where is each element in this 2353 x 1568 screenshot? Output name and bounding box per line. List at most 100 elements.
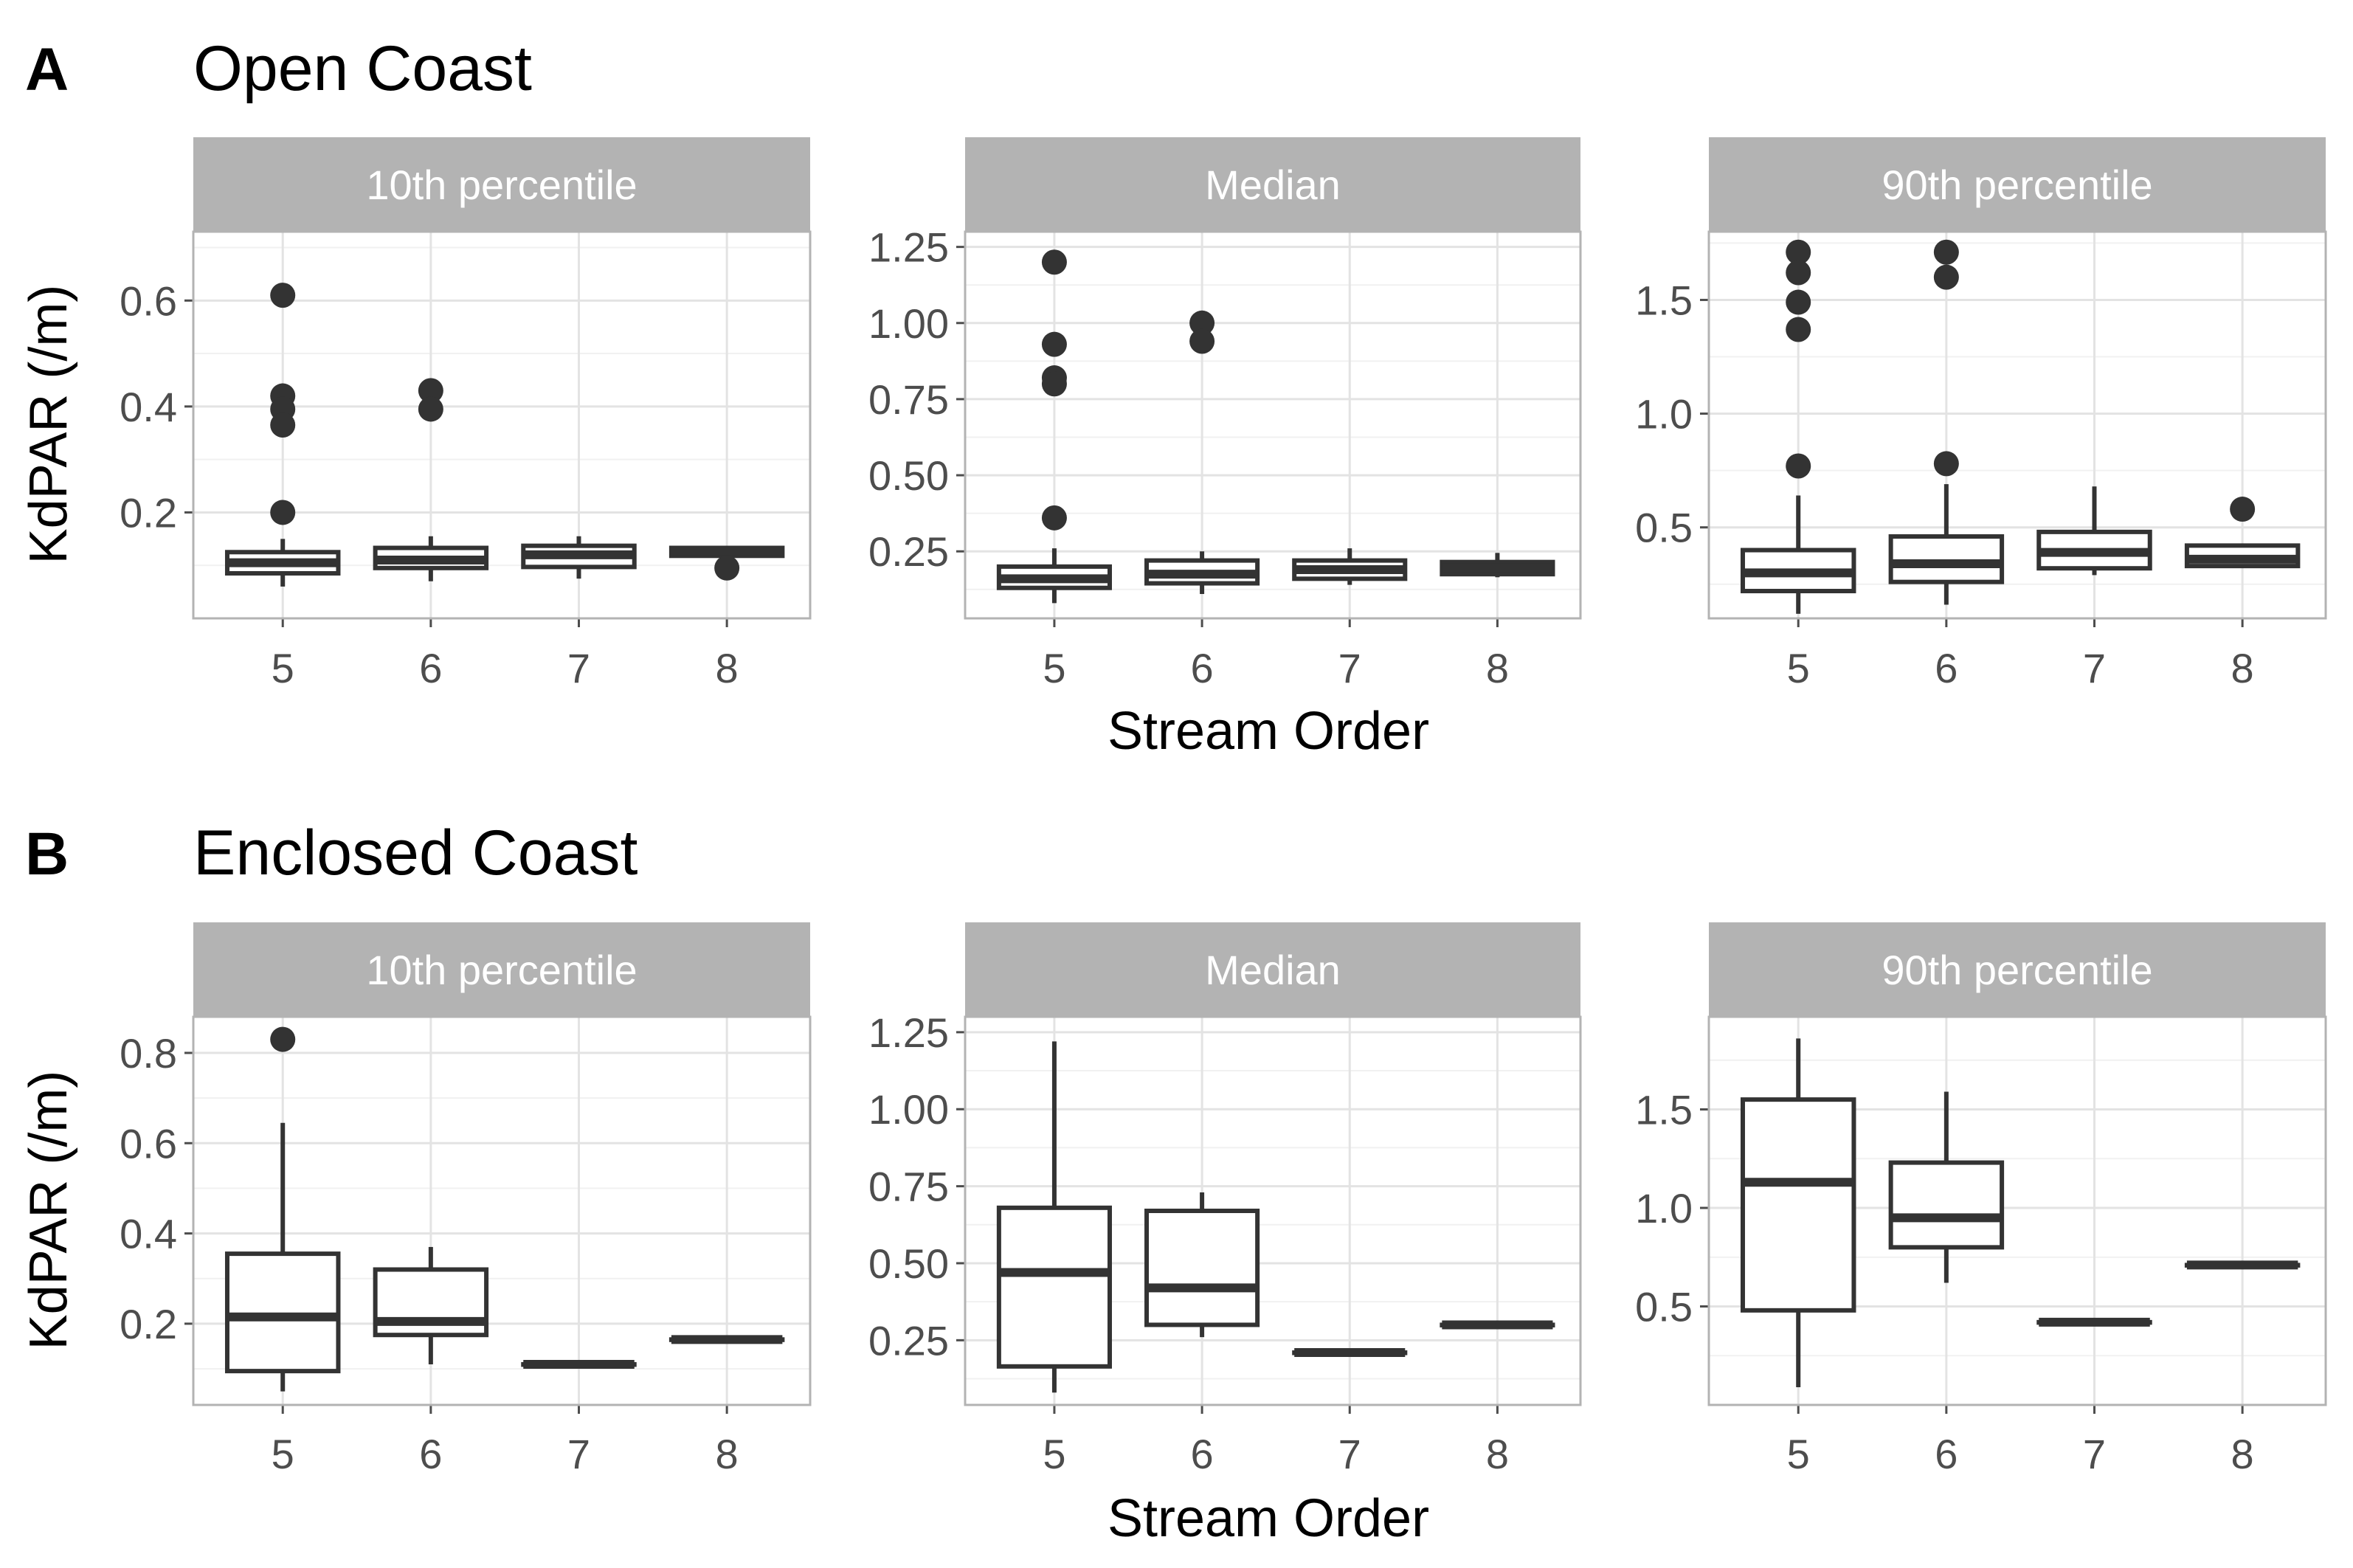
- facet-strip: [193, 137, 810, 232]
- facet-label: 10th percentile: [366, 947, 637, 993]
- outlier-point: [1933, 451, 1959, 477]
- y-tick-label: 1.00: [868, 1086, 949, 1133]
- y-tick-label: 0.5: [1635, 505, 1693, 551]
- x-axis-title: Stream Order: [1108, 702, 1429, 761]
- y-tick-label: 0.6: [120, 277, 177, 324]
- y-tick-label: 1.5: [1635, 277, 1693, 323]
- x-tick-label: 6: [419, 645, 442, 691]
- facet-strip: [1709, 922, 2326, 1017]
- panel-border: [1707, 1015, 2327, 1406]
- facet-label: Median: [1205, 162, 1341, 208]
- section-title-B: Enclosed Coast: [193, 818, 638, 888]
- outlier-point: [418, 378, 443, 404]
- outlier-point: [270, 1026, 296, 1052]
- box-iqr: [1888, 1160, 2005, 1250]
- y-tick-label: 0.75: [868, 1164, 949, 1210]
- outlier-point: [2230, 497, 2256, 522]
- box-iqr: [1740, 1097, 1856, 1313]
- outlier-point: [270, 283, 296, 308]
- outlier-point: [270, 412, 296, 438]
- x-tick-label: 7: [567, 1431, 590, 1477]
- y-axis-title: KdPAR (/m): [19, 285, 78, 564]
- y-tick-label: 1.0: [1635, 1185, 1693, 1232]
- section-title-A: Open Coast: [193, 33, 532, 104]
- x-tick-label: 8: [716, 1431, 739, 1477]
- y-tick-label: 1.00: [868, 300, 949, 347]
- y-tick-label: 0.6: [120, 1120, 177, 1167]
- x-tick-label: 8: [1486, 645, 1509, 691]
- x-tick-label: 5: [1043, 645, 1065, 691]
- x-tick-label: 7: [1338, 645, 1361, 691]
- outlier-point: [418, 396, 443, 422]
- x-tick-label: 5: [1787, 645, 1810, 691]
- panel-border: [964, 1015, 1582, 1406]
- panel-border: [192, 230, 812, 620]
- section-letter-A: A: [25, 36, 69, 103]
- facet-label: 90th percentile: [1882, 947, 2152, 993]
- facet-label: 10th percentile: [366, 162, 637, 208]
- y-tick-label: 0.5: [1635, 1283, 1693, 1330]
- facet-strip: [965, 137, 1580, 232]
- x-tick-label: 5: [1043, 1431, 1065, 1477]
- x-tick-label: 6: [419, 1431, 442, 1477]
- box-iqr: [224, 1251, 341, 1374]
- section-letter-B: B: [25, 821, 69, 888]
- y-tick-label: 0.2: [120, 1301, 177, 1347]
- x-tick-label: 8: [716, 645, 739, 691]
- facet-label: 90th percentile: [1882, 162, 2152, 208]
- facet-strip: [1709, 137, 2326, 232]
- y-tick-label: 1.25: [868, 224, 949, 271]
- x-tick-label: 6: [1935, 645, 1958, 691]
- outlier-point: [1189, 310, 1215, 336]
- y-tick-label: 0.75: [868, 376, 949, 423]
- y-tick-label: 0.50: [868, 452, 949, 499]
- outlier-point: [1786, 239, 1811, 265]
- x-tick-label: 6: [1191, 1431, 1214, 1477]
- x-tick-label: 7: [2083, 645, 2106, 691]
- x-tick-label: 8: [2231, 645, 2254, 691]
- outlier-point: [714, 555, 740, 581]
- x-tick-label: 5: [272, 645, 294, 691]
- outlier-point: [1041, 371, 1067, 397]
- outlier-point: [1786, 317, 1811, 342]
- y-tick-label: 0.8: [120, 1030, 177, 1077]
- box-iqr: [996, 1205, 1112, 1369]
- facet-label: Median: [1205, 947, 1341, 993]
- y-tick-label: 0.4: [120, 384, 177, 430]
- outlier-point: [1786, 260, 1811, 286]
- x-tick-label: 6: [1935, 1431, 1958, 1477]
- panel-border: [964, 230, 1582, 620]
- panel-background: [964, 230, 1582, 620]
- y-tick-label: 1.25: [868, 1009, 949, 1056]
- x-tick-label: 6: [1191, 645, 1214, 691]
- y-tick-label: 0.4: [120, 1211, 177, 1257]
- box-iqr: [1888, 534, 2005, 584]
- y-axis-title: KdPAR (/m): [19, 1071, 78, 1350]
- panel-border: [1707, 230, 2327, 620]
- facet-strip: [193, 922, 810, 1017]
- outlier-point: [1189, 328, 1215, 354]
- x-tick-label: 8: [2231, 1431, 2254, 1477]
- panel-border: [192, 1015, 812, 1406]
- x-tick-label: 5: [1787, 1431, 1810, 1477]
- outlier-point: [1933, 264, 1959, 290]
- y-tick-label: 1.5: [1635, 1086, 1693, 1133]
- y-tick-label: 0.2: [120, 489, 177, 536]
- x-axis-title: Stream Order: [1108, 1489, 1429, 1548]
- facet-strip: [965, 922, 1580, 1017]
- x-tick-label: 7: [2083, 1431, 2106, 1477]
- outlier-point: [1786, 289, 1811, 315]
- outlier-point: [1041, 505, 1067, 531]
- outlier-point: [1041, 249, 1067, 275]
- x-tick-label: 5: [272, 1431, 294, 1477]
- outlier-point: [1933, 239, 1959, 265]
- box-iqr: [1144, 1209, 1260, 1327]
- x-tick-label: 8: [1486, 1431, 1509, 1477]
- x-tick-label: 7: [567, 645, 590, 691]
- y-tick-label: 1.0: [1635, 391, 1693, 438]
- y-tick-label: 0.50: [868, 1240, 949, 1287]
- outlier-point: [1041, 331, 1067, 357]
- x-tick-label: 7: [1338, 1431, 1361, 1477]
